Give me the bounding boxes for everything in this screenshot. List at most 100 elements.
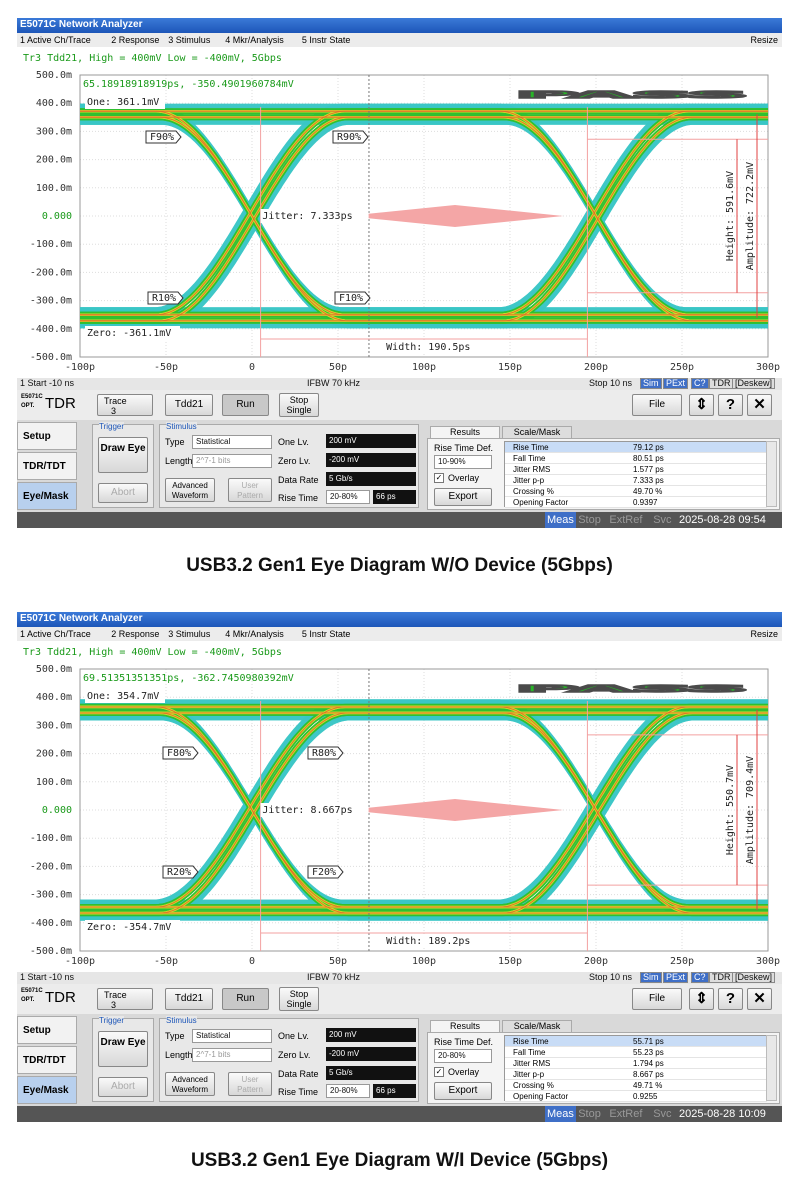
icon-button[interactable]: ? (718, 394, 743, 416)
results-row: Jitter p-p 7.333 ps (505, 475, 767, 486)
trace-button[interactable]: Trace 3 (97, 394, 153, 416)
menu-item[interactable]: 1 Active Ch/Trace (20, 35, 91, 45)
run-button[interactable]: Run (222, 988, 269, 1010)
width-value: Width: 190.5ps (386, 342, 470, 353)
trigger-group: Trigger Draw Eye Abort (92, 422, 154, 508)
side-tab[interactable]: Setup (17, 1016, 77, 1044)
rise-time-input[interactable]: 66 ps (373, 1084, 416, 1098)
result-name: Jitter RMS (513, 1059, 551, 1068)
logo-opt: OPT. (21, 997, 35, 1003)
one-level: One: 361.1mV (87, 97, 159, 108)
one-level-input[interactable]: 200 mV (326, 1028, 416, 1042)
overlay-checkbox[interactable]: ✓ (434, 1067, 444, 1077)
y-tick-label: -100.0m (30, 239, 72, 250)
result-value: 1.577 ps (633, 465, 664, 474)
side-tab[interactable]: Setup (17, 422, 77, 450)
rise-time-input[interactable]: 66 ps (373, 490, 416, 504)
user-pattern-button[interactable]: User Pattern (228, 478, 272, 502)
status-flag: C? (691, 378, 709, 389)
data-rate-label: Data Rate (278, 1069, 319, 1079)
zero-level-input[interactable]: -200 mV (326, 1047, 416, 1061)
resize-menu[interactable]: Resize (750, 35, 778, 45)
stop-single-button[interactable]: Stop Single (279, 987, 319, 1011)
icon-button[interactable]: ? (718, 988, 743, 1010)
status-flag: C? (691, 972, 709, 983)
advanced-waveform-button[interactable]: Advanced Waveform (165, 478, 215, 502)
run-button[interactable]: Run (222, 394, 269, 416)
export-button[interactable]: Export (434, 488, 492, 506)
file-button[interactable]: File (632, 394, 682, 416)
width-value: Width: 189.2ps (386, 936, 470, 947)
rise-def-select[interactable]: 20-80% (326, 1084, 370, 1098)
menu-item[interactable]: 2 Response (111, 629, 160, 639)
file-button[interactable]: File (632, 988, 682, 1010)
result-value: 8.667 ps (633, 1070, 664, 1079)
icon-button[interactable]: ✕ (747, 394, 772, 416)
menu-item[interactable]: 4 Mkr/Analysis (225, 629, 284, 639)
param-button[interactable]: Tdd21 (165, 988, 213, 1010)
type-select[interactable]: Statistical (192, 435, 272, 449)
results-tab[interactable]: Results (430, 1020, 500, 1033)
icon-button[interactable]: ⇕ (689, 988, 714, 1010)
y-tick-label: -200.0m (30, 861, 72, 872)
x-tick-label: 300p (756, 956, 780, 967)
resize-menu[interactable]: Resize (750, 629, 778, 639)
menu-item[interactable]: 5 Instr State (301, 629, 351, 639)
result-value: 49.70 % (633, 487, 663, 496)
marker-flag (307, 865, 344, 879)
menu-item[interactable]: 1 Active Ch/Trace (20, 629, 91, 639)
x-tick-label: 50p (329, 362, 347, 373)
icon-button[interactable]: ✕ (747, 988, 772, 1010)
x-tick-label: 250p (670, 362, 694, 373)
export-button[interactable]: Export (434, 1082, 492, 1100)
param-button[interactable]: Tdd21 (165, 394, 213, 416)
side-tab[interactable]: TDR/TDT (17, 1046, 77, 1074)
draw-eye-button[interactable]: Draw Eye (98, 437, 148, 473)
marker-label: R80% (312, 748, 336, 759)
label-bg (260, 803, 369, 817)
menu-item[interactable]: 4 Mkr/Analysis (225, 35, 284, 45)
logo-model: E5071C (21, 988, 43, 994)
overlay-label: Overlay (448, 473, 480, 483)
trace-button[interactable]: Trace 3 (97, 988, 153, 1010)
draw-eye-button[interactable]: Draw Eye (98, 1031, 148, 1067)
stop-single-button[interactable]: Stop Single (279, 393, 319, 417)
user-pattern-button[interactable]: User Pattern (228, 1072, 272, 1096)
length-select[interactable]: 2^7-1 bits (192, 1048, 272, 1062)
x-tick-label: 100p (412, 956, 436, 967)
results-def-select[interactable]: 20-80% (434, 1049, 492, 1063)
menu-item[interactable]: 2 Response (111, 35, 160, 45)
menu-item[interactable]: 3 Stimulus (168, 629, 211, 639)
menu-bar: 1 Active Ch/Trace 2 Response 3 Stimulus 4 M… (17, 627, 782, 641)
one-level-input[interactable]: 200 mV (326, 434, 416, 448)
jitter-value: Jitter: 7.333ps (262, 211, 352, 222)
results-tab[interactable]: Scale/Mask (502, 426, 572, 439)
results-tab[interactable]: Results (430, 426, 500, 439)
eye-diamond (346, 205, 564, 227)
overlay-checkbox[interactable]: ✓ (434, 473, 444, 483)
side-tab[interactable]: Eye/Mask (17, 482, 77, 510)
rise-def-select[interactable]: 20-80% (326, 490, 370, 504)
zero-level-input[interactable]: -200 mV (326, 453, 416, 467)
menu-item[interactable]: 3 Stimulus (168, 35, 211, 45)
x-tick-label: -100p (65, 362, 95, 373)
abort-button[interactable]: Abort (98, 483, 148, 503)
side-tab[interactable]: TDR/TDT (17, 452, 77, 480)
length-select[interactable]: 2^7-1 bits (192, 454, 272, 468)
result-name: Rise Time (513, 1037, 549, 1046)
icon-button[interactable]: ⇕ (689, 394, 714, 416)
results-tab[interactable]: Scale/Mask (502, 1020, 572, 1033)
data-rate-input[interactable]: 5 Gb/s (326, 1066, 416, 1080)
side-tab[interactable]: Eye/Mask (17, 1076, 77, 1104)
advanced-waveform-button[interactable]: Advanced Waveform (165, 1072, 215, 1096)
result-value: 79.12 ps (633, 443, 664, 452)
marker-flag (307, 746, 344, 760)
eye-plot: 500.0m 400.0m 300.0m 200.0m 100.0m 0.000 -100.… (17, 47, 782, 378)
abort-button[interactable]: Abort (98, 1077, 148, 1097)
status-flag: Sim (640, 378, 662, 389)
type-select[interactable]: Statistical (192, 1029, 272, 1043)
status-flag: PExt (663, 378, 689, 389)
menu-item[interactable]: 5 Instr State (301, 35, 351, 45)
results-def-select[interactable]: 10-90% (434, 455, 492, 469)
data-rate-input[interactable]: 5 Gb/s (326, 472, 416, 486)
